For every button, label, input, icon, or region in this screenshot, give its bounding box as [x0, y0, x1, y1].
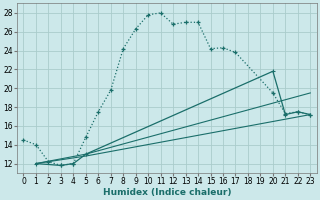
X-axis label: Humidex (Indice chaleur): Humidex (Indice chaleur)	[103, 188, 231, 197]
